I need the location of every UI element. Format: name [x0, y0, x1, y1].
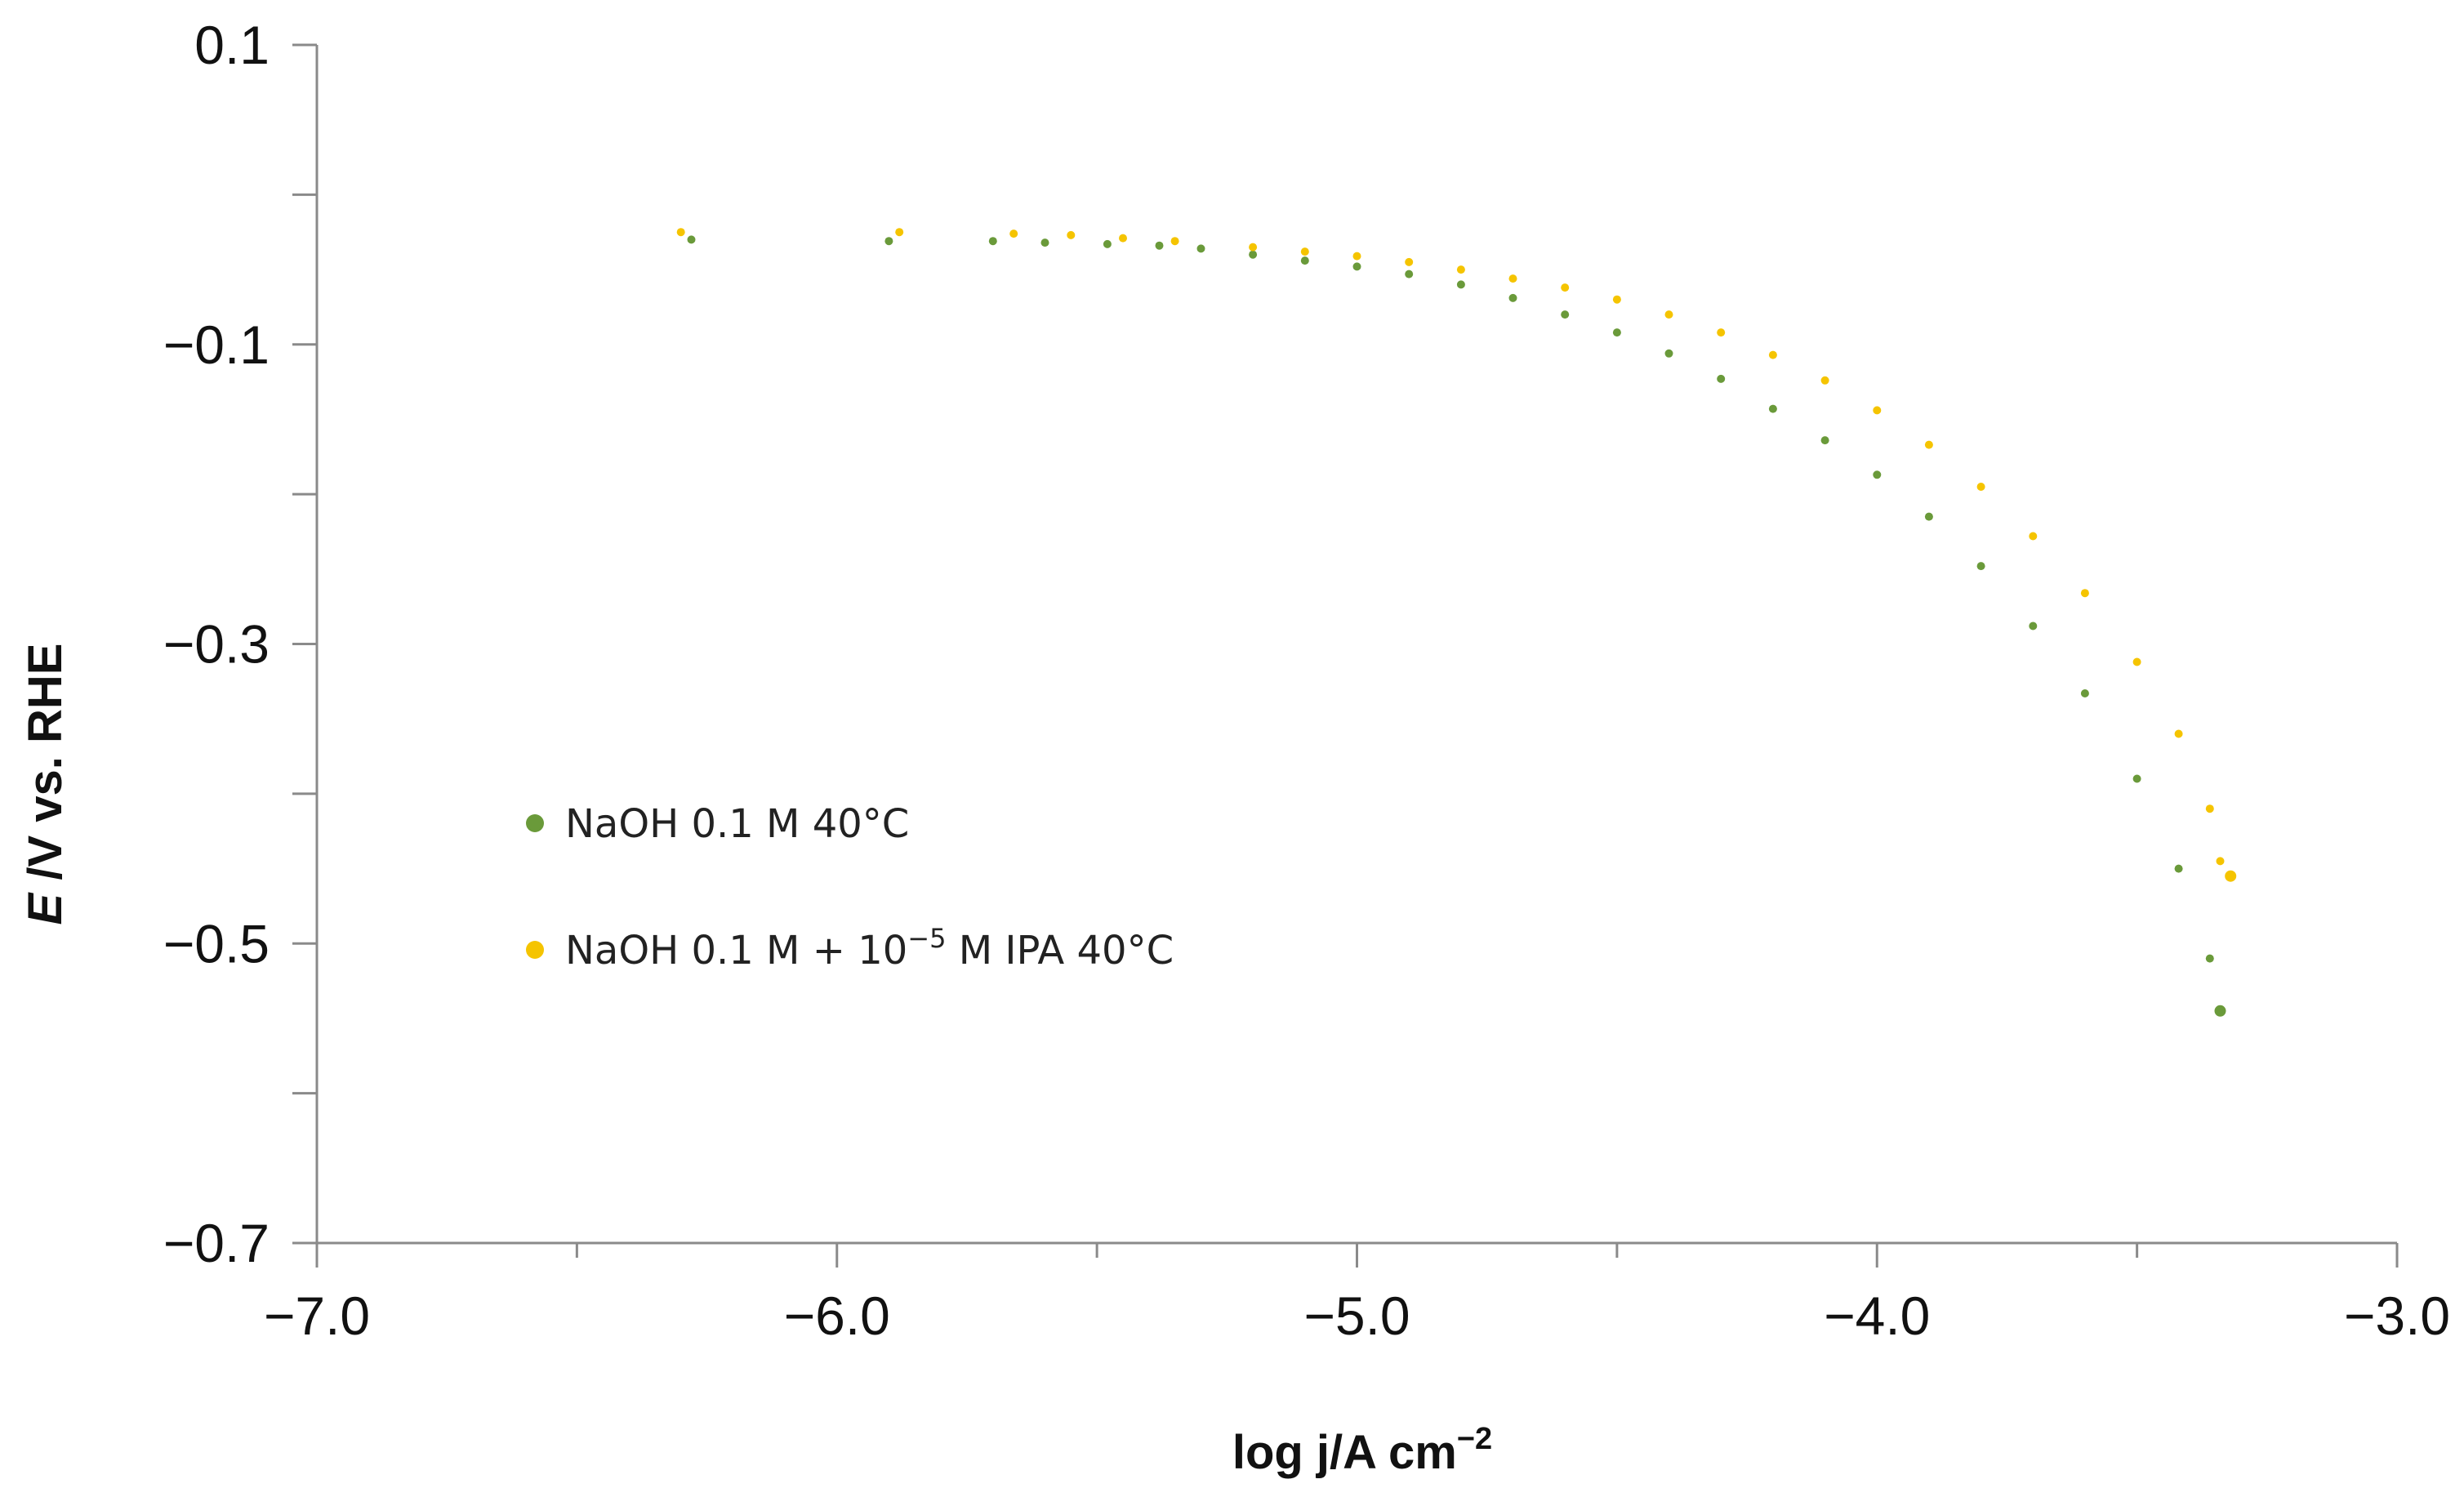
series-0-point-25 — [2174, 864, 2183, 873]
series-1-point-4 — [1119, 234, 1127, 243]
series-0-point-21 — [1976, 562, 1985, 571]
series-0-point-15 — [1664, 349, 1673, 358]
y-tick-label-2: −0.3 — [163, 614, 270, 675]
y-axis-title-rest: /V vs. RHE — [19, 644, 72, 893]
legend-label-1-sup: −5 — [907, 923, 946, 954]
legend: NaOH 0.1 M 40°C NaOH 0.1 M + 10−5 M IPA … — [526, 801, 1174, 974]
series-1-point-2 — [1009, 229, 1018, 238]
x-tick-label-0: −7.0 — [264, 1285, 370, 1346]
series-0-point-7 — [1249, 250, 1258, 259]
series-0-point-5 — [1155, 241, 1164, 250]
series-0-point-18 — [1820, 436, 1829, 445]
x-axis-title-main: log j/A cm — [1232, 1426, 1457, 1479]
x-tick-label-2: −5.0 — [1303, 1285, 1410, 1346]
series-1-point-0 — [676, 228, 685, 237]
series-0-point-26 — [2205, 954, 2214, 963]
series-1-point-11 — [1508, 274, 1517, 283]
series-0-point-17 — [1768, 404, 1777, 413]
y-axis-title-italic: E — [19, 891, 72, 925]
series-0-point-9 — [1352, 262, 1361, 271]
y-tick-label-0: 0.1 — [194, 15, 270, 75]
series-1-point-14 — [1664, 310, 1673, 319]
series-1-point-3 — [1067, 230, 1076, 239]
series-1-point-5 — [1170, 237, 1179, 246]
series-0-point-22 — [2029, 622, 2038, 630]
series-1-point-9 — [1405, 257, 1414, 266]
legend-label-1-main: NaOH 0.1 M + 10 — [565, 928, 907, 974]
series-1-point-17 — [1820, 376, 1829, 385]
legend-marker-0 — [526, 814, 544, 832]
series-layer — [676, 228, 2237, 1017]
x-tick-label-3: −4.0 — [1824, 1285, 1930, 1346]
series-0-point-10 — [1405, 270, 1414, 278]
series-1-point-25 — [2205, 804, 2214, 813]
legend-label-0: NaOH 0.1 M 40°C — [565, 801, 909, 847]
series-1-point-12 — [1561, 283, 1570, 292]
series-1-point-26 — [2216, 857, 2225, 866]
y-tick-label-4: −0.7 — [163, 1213, 270, 1273]
series-0-point-3 — [1040, 238, 1049, 247]
series-0-point-14 — [1612, 328, 1621, 337]
series-1-point-23 — [2132, 657, 2141, 666]
series-1-point-22 — [2080, 589, 2089, 598]
y-tick-label-3: −0.5 — [163, 913, 270, 974]
series-0-point-19 — [1873, 470, 1882, 479]
legend-marker-1 — [526, 941, 544, 959]
series-0-point-13 — [1561, 310, 1570, 319]
series-0-point-1 — [884, 237, 893, 246]
legend-label-1: NaOH 0.1 M + 10−5 M IPA 40°C — [565, 923, 1174, 974]
series-1-point-20 — [1976, 483, 1985, 491]
x-tick-label-1: −6.0 — [784, 1285, 890, 1346]
series-1-point-13 — [1612, 295, 1621, 304]
x-tick-label-4: −3.0 — [2344, 1285, 2450, 1346]
series-0-point-24 — [2132, 774, 2141, 783]
y-axis-title: E /V vs. RHE — [19, 644, 72, 925]
series-1-point-27 — [2225, 870, 2237, 882]
series-1-point-8 — [1352, 252, 1361, 261]
series-1-point-6 — [1249, 243, 1258, 252]
series-1-point-18 — [1873, 406, 1882, 415]
series-1-point-21 — [2029, 532, 2038, 541]
series-0-point-11 — [1456, 280, 1465, 289]
series-0-point-8 — [1300, 256, 1309, 265]
series-0-point-20 — [1924, 512, 1933, 521]
series-1 — [676, 228, 2237, 882]
series-0-point-2 — [988, 237, 997, 246]
series-0 — [687, 235, 2226, 1017]
series-1-point-16 — [1768, 350, 1777, 359]
x-axis-title: log j/A cm−2 — [1232, 1422, 1492, 1479]
x-axis-title-sup: −2 — [1457, 1422, 1492, 1456]
series-0-point-27 — [2214, 1005, 2226, 1017]
series-0-point-0 — [687, 235, 696, 244]
legend-label-1-suffix: M IPA 40°C — [946, 928, 1174, 974]
series-0-point-12 — [1508, 293, 1517, 302]
series-1-point-24 — [2174, 729, 2183, 738]
series-1-point-10 — [1456, 265, 1465, 274]
series-1-point-7 — [1300, 247, 1309, 256]
series-0-point-23 — [2080, 689, 2089, 697]
series-1-point-19 — [1924, 440, 1933, 449]
series-0-point-4 — [1103, 239, 1112, 248]
tick-labels: 0.1 −0.1 −0.3 −0.5 −0.7 −7.0 −6.0 −5.0 −4.0 −3.0 — [163, 15, 2450, 1346]
y-tick-label-1: −0.1 — [163, 314, 270, 375]
series-0-point-6 — [1196, 244, 1205, 253]
series-1-point-1 — [895, 228, 904, 237]
series-1-point-15 — [1717, 328, 1726, 337]
axes — [292, 43, 2399, 1268]
series-0-point-16 — [1717, 374, 1726, 383]
